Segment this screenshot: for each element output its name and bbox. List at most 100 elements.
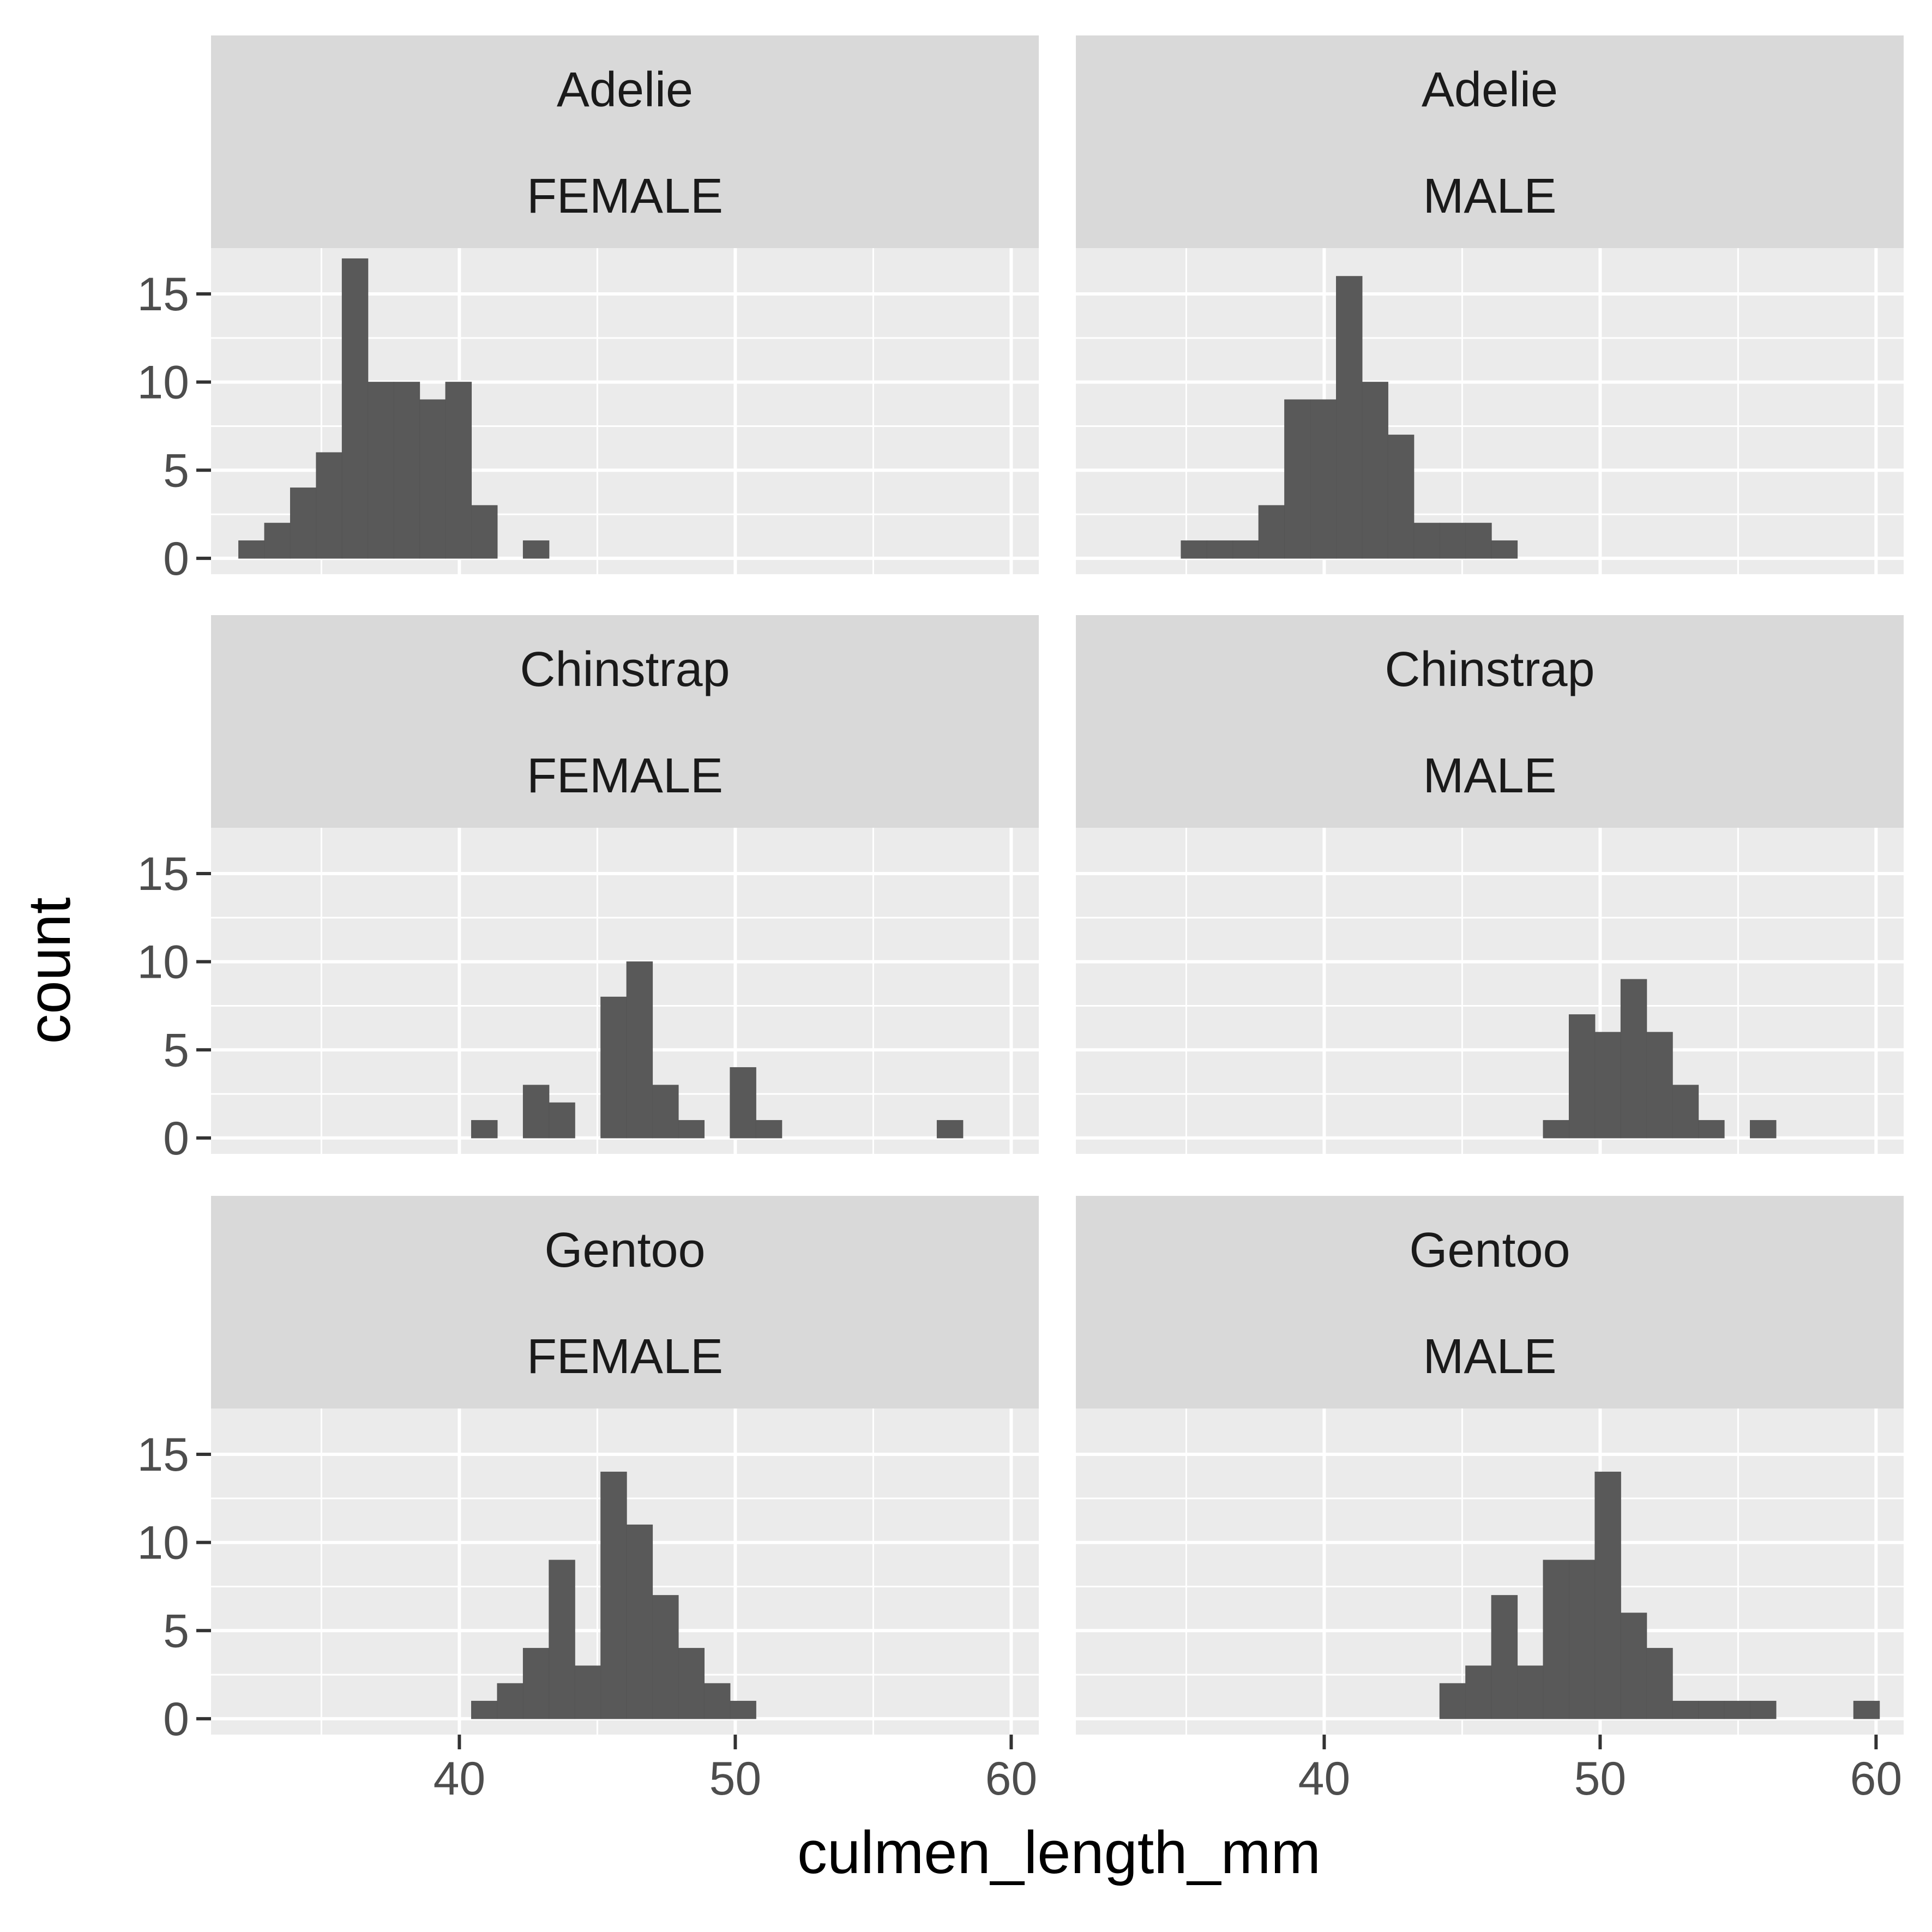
facet-strip <box>211 35 1039 248</box>
histogram-bar <box>1750 1701 1777 1719</box>
y-tick-label: 0 <box>163 1112 189 1165</box>
histogram-bar <box>1491 540 1518 559</box>
histogram-bar <box>522 540 550 559</box>
histogram-bar <box>600 996 627 1139</box>
facet-adelie-female: Adelie FEMALE <box>211 35 1039 574</box>
histogram-bar <box>1517 1665 1544 1719</box>
histogram-bar <box>652 1595 679 1719</box>
histogram-bar <box>1387 435 1415 559</box>
y-tick-label: 15 <box>137 1429 189 1481</box>
histogram-bar <box>1620 979 1647 1139</box>
facet-strip <box>1076 1196 1904 1409</box>
y-tick-label: 10 <box>137 1517 189 1569</box>
histogram-bar <box>445 382 472 559</box>
facet-species-label: Adelie <box>557 63 693 117</box>
histogram-bar <box>549 1102 575 1139</box>
histogram-bar <box>678 1648 705 1719</box>
histogram-bar <box>1232 540 1259 559</box>
y-tick-label: 5 <box>163 1024 189 1076</box>
facet-gentoo-male: Gentoo MALE <box>1076 1196 1904 1735</box>
facet-strip <box>1076 35 1904 248</box>
histogram-bar <box>1465 522 1492 559</box>
facet-species-label: Chinstrap <box>1385 642 1594 697</box>
histogram-bar <box>1750 1120 1777 1139</box>
histogram-bar <box>341 258 369 559</box>
histogram-bar <box>1698 1701 1725 1719</box>
x-axis-title: culmen_length_mm <box>797 1819 1321 1886</box>
y-tick-label: 10 <box>137 357 189 409</box>
histogram-bar <box>703 1683 731 1719</box>
panel-background <box>1076 828 1904 1154</box>
histogram-bar <box>1543 1120 1569 1139</box>
facet-strip <box>1076 615 1904 828</box>
histogram-bar <box>316 452 342 559</box>
facet-sex-label: FEMALE <box>527 1329 723 1384</box>
histogram-bar <box>238 540 265 559</box>
histogram-bar <box>522 1085 550 1139</box>
facet-chinstrap-female: Chinstrap FEMALE <box>211 615 1039 1154</box>
x-tick-label: 40 <box>1298 1753 1351 1805</box>
histogram-bar <box>1672 1701 1699 1719</box>
histogram-bar <box>730 1067 756 1139</box>
histogram-bar <box>1284 399 1311 559</box>
histogram-bar <box>1568 1014 1596 1139</box>
histogram-bar <box>600 1471 627 1719</box>
x-tick-label: 50 <box>1574 1753 1627 1805</box>
histogram-bar <box>1568 1560 1596 1719</box>
histogram-bar <box>1724 1701 1751 1719</box>
facet-sex-label: MALE <box>1423 1329 1556 1384</box>
histogram-bar <box>419 399 446 559</box>
histogram-bar <box>1362 382 1388 559</box>
histogram-bar <box>626 1524 653 1719</box>
x-tick-label: 60 <box>1850 1753 1903 1805</box>
histogram-bar <box>549 1560 575 1719</box>
y-tick-label: 15 <box>137 848 189 900</box>
histogram-bar <box>290 487 317 559</box>
facet-sex-label: FEMALE <box>527 169 723 224</box>
histogram-bar <box>678 1120 705 1139</box>
y-tick-label: 5 <box>163 1605 189 1657</box>
facet-panels: AdelieFEMALEAdelieMALEChinstrapFEMALEChi… <box>211 35 1904 1735</box>
x-tick-label: 50 <box>709 1753 762 1805</box>
histogram-bar <box>471 1120 498 1139</box>
histogram-bar <box>1439 1683 1466 1719</box>
x-tick-label: 60 <box>985 1753 1038 1805</box>
histogram-bar <box>522 1648 550 1719</box>
histogram-bar <box>1620 1612 1647 1719</box>
facet-strip <box>211 1196 1039 1409</box>
facet-strip <box>211 615 1039 828</box>
facet-gentoo-female: Gentoo FEMALE <box>211 1196 1039 1735</box>
facet-chinstrap-male: Chinstrap MALE <box>1076 615 1904 1154</box>
histogram-bar <box>368 382 394 559</box>
histogram-bar <box>1310 399 1337 559</box>
facet-species-label: Gentoo <box>544 1223 705 1278</box>
facet-species-label: Gentoo <box>1409 1223 1570 1278</box>
panel-background <box>1076 248 1904 574</box>
histogram-bar <box>1594 1032 1621 1139</box>
histogram-bar <box>1206 540 1233 559</box>
histogram-bar <box>1698 1120 1725 1139</box>
histogram-bar <box>730 1701 756 1719</box>
histogram-bar <box>574 1665 601 1719</box>
y-tick-label: 15 <box>137 268 189 321</box>
facet-sex-label: MALE <box>1423 749 1556 803</box>
facet-adelie-male: Adelie MALE <box>1076 35 1904 574</box>
histogram-bar <box>1594 1471 1621 1719</box>
facet-sex-label: FEMALE <box>527 749 723 803</box>
histogram-bar <box>497 1683 523 1719</box>
histogram-bar <box>626 961 653 1139</box>
y-tick-label: 0 <box>163 1693 189 1746</box>
histogram-bar <box>1258 505 1285 559</box>
histogram-bar <box>1853 1701 1880 1719</box>
histogram-bar <box>1672 1085 1699 1139</box>
histogram-bar <box>1491 1595 1518 1719</box>
facet-species-label: Chinstrap <box>520 642 730 697</box>
facet-species-label: Adelie <box>1422 63 1558 117</box>
histogram-bar <box>471 1701 498 1719</box>
histogram-bar <box>1181 540 1207 559</box>
axes: 0 5 10 15 0 5 10 15 0 5 10 15 40 50 60 40 50 60 <box>137 268 1902 1805</box>
y-tick-label: 10 <box>137 936 189 989</box>
histogram-bar <box>755 1120 783 1139</box>
y-tick-label: 5 <box>163 444 189 497</box>
histogram-bar <box>1646 1032 1673 1139</box>
